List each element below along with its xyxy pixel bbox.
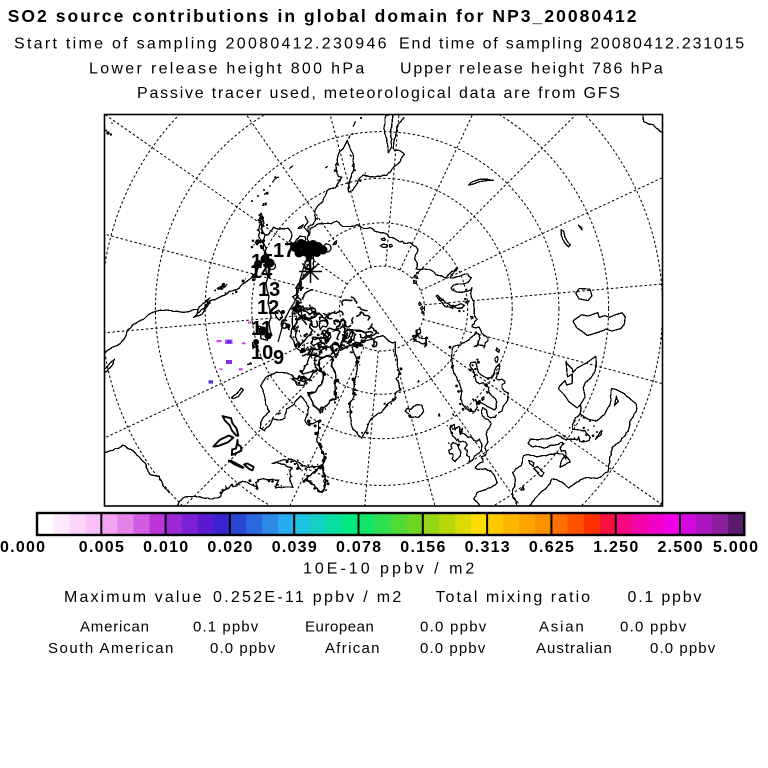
svg-text:Australian: Australian	[536, 640, 613, 657]
svg-text:0.313: 0.313	[465, 539, 511, 556]
svg-text:0.020: 0.020	[207, 539, 253, 556]
svg-text:0.0 ppbv: 0.0 ppbv	[420, 640, 486, 657]
svg-text:2.500: 2.500	[658, 539, 704, 556]
svg-text:African: African	[325, 640, 381, 657]
svg-text:0.156: 0.156	[400, 539, 446, 556]
svg-text:Start time of sampling 2008041: Start time of sampling 20080412.230946	[14, 36, 389, 53]
svg-text:0.1 ppbv: 0.1 ppbv	[193, 619, 259, 636]
svg-text:SO2 source contributions in gl: SO2 source contributions in global domai…	[8, 6, 639, 26]
svg-text:Maximum value: Maximum value	[64, 589, 204, 606]
svg-text:3: 3	[304, 257, 312, 274]
svg-text:0.252E-11 ppbv / m2: 0.252E-11 ppbv / m2	[213, 589, 403, 606]
svg-text:American: American	[80, 619, 150, 636]
svg-text:11: 11	[251, 318, 272, 340]
svg-text:0.039: 0.039	[272, 539, 318, 556]
svg-text:4: 4	[295, 278, 304, 295]
svg-text:Passive tracer used, meteorolo: Passive tracer used, meteorological data…	[137, 85, 622, 102]
svg-text:South American: South American	[48, 640, 175, 657]
svg-text:0.005: 0.005	[79, 539, 125, 556]
svg-text:17: 17	[273, 240, 295, 262]
svg-text:0.0 ppbv: 0.0 ppbv	[650, 640, 716, 657]
svg-text:0.0 ppbv: 0.0 ppbv	[420, 619, 488, 636]
svg-text:Lower release height 800 hPa: Lower release height 800 hPa	[89, 61, 367, 78]
svg-text:1.250: 1.250	[593, 539, 639, 556]
svg-text:12: 12	[257, 297, 279, 319]
svg-text:13: 13	[258, 279, 280, 301]
svg-text:0.625: 0.625	[529, 539, 575, 556]
svg-text:10: 10	[251, 342, 273, 364]
svg-text:9: 9	[273, 347, 284, 369]
svg-text:End time of sampling 20080412.: End time of sampling 20080412.231015	[399, 36, 746, 53]
svg-text:0.1 ppbv: 0.1 ppbv	[628, 589, 704, 606]
svg-text:15: 15	[251, 251, 273, 273]
svg-text:0.0 ppbv: 0.0 ppbv	[210, 640, 276, 657]
svg-text:0.0 ppbv: 0.0 ppbv	[620, 619, 688, 636]
svg-text:0.010: 0.010	[143, 539, 189, 556]
svg-text:14: 14	[250, 261, 273, 283]
svg-text:6: 6	[280, 316, 288, 333]
svg-text:0.078: 0.078	[336, 539, 382, 556]
svg-text:10E-10 ppbv / m2: 10E-10 ppbv / m2	[303, 561, 477, 578]
svg-text:Total mixing ratio: Total mixing ratio	[436, 589, 593, 606]
svg-text:Upper release height 786 hPa: Upper release height 786 hPa	[400, 61, 665, 78]
svg-text:5: 5	[295, 299, 303, 316]
svg-text:European: European	[305, 619, 374, 636]
svg-text:0.000: 0.000	[0, 539, 46, 556]
svg-text:Asian: Asian	[539, 619, 586, 636]
svg-text:5.000: 5.000	[713, 539, 759, 556]
